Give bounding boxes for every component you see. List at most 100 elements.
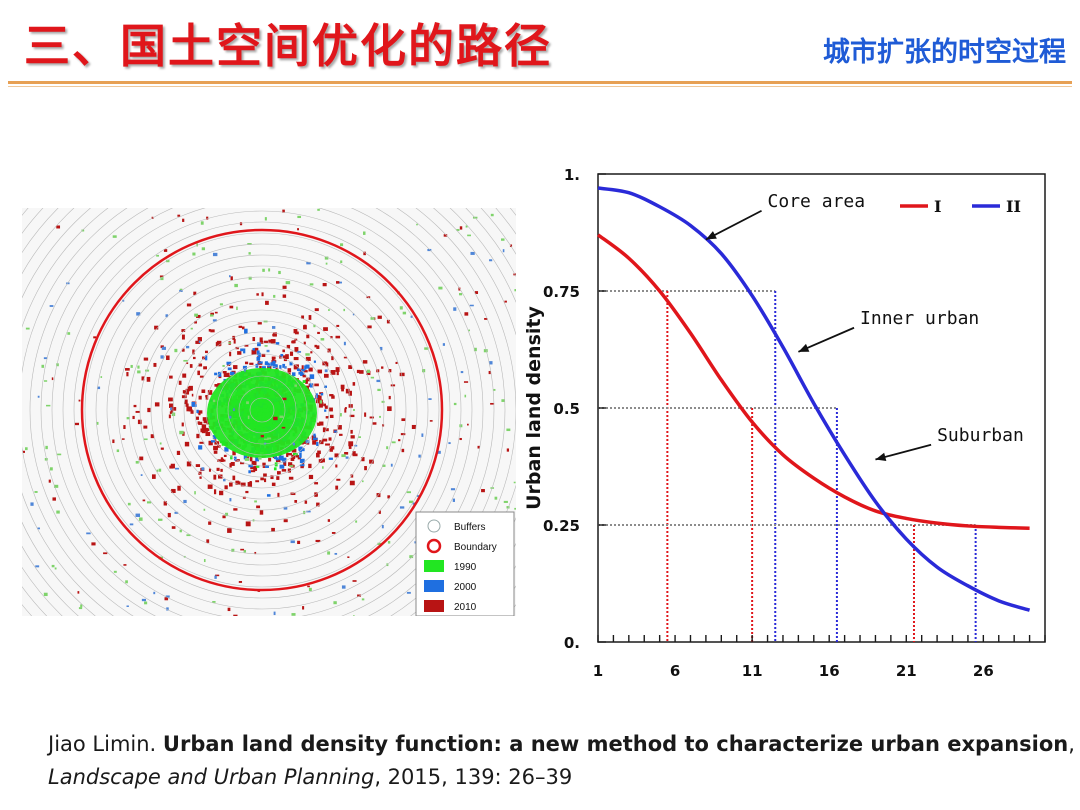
map-outer-patch bbox=[179, 529, 182, 533]
map-outer-patch bbox=[43, 380, 48, 382]
map-patch-1990 bbox=[271, 403, 277, 408]
map-patch-2010 bbox=[322, 438, 328, 442]
map-patch-1990 bbox=[264, 450, 268, 455]
map-patch-2010 bbox=[264, 478, 267, 483]
map-outer-patch bbox=[179, 430, 184, 435]
map-patch-2010 bbox=[171, 488, 176, 493]
map-outer-patch bbox=[254, 500, 257, 503]
map-outer-patch bbox=[190, 327, 193, 330]
map-outer-patch bbox=[279, 415, 284, 419]
map-outer-patch bbox=[78, 399, 81, 402]
map-outer-patch bbox=[458, 287, 461, 291]
map-patch-2000 bbox=[282, 363, 286, 368]
map-patch-2010 bbox=[147, 407, 151, 413]
map-patch-2010 bbox=[182, 373, 187, 378]
map-outer-patch bbox=[459, 226, 463, 230]
map-patch-2010 bbox=[238, 325, 243, 328]
map-outer-patch bbox=[460, 371, 464, 374]
map-patch-2000 bbox=[309, 383, 313, 388]
map-patch-2010 bbox=[223, 373, 229, 378]
map-patch-1990 bbox=[248, 419, 253, 422]
map-patch-1990 bbox=[271, 426, 276, 430]
map-patch-1990 bbox=[262, 424, 265, 428]
map-outer-patch bbox=[129, 523, 134, 526]
map-patch-2000 bbox=[205, 355, 208, 361]
map-outer-patch bbox=[136, 312, 141, 316]
map-outer-patch bbox=[56, 510, 60, 514]
map-patch-2010 bbox=[288, 476, 294, 480]
map-patch-2010 bbox=[329, 447, 333, 452]
map-outer-patch bbox=[282, 397, 287, 401]
map-patch-2010 bbox=[352, 382, 356, 386]
map-patch-2010 bbox=[184, 390, 190, 395]
map-patch-1990 bbox=[287, 402, 293, 407]
map-patch-2000 bbox=[279, 365, 282, 369]
map-patch-2010 bbox=[337, 425, 342, 430]
map-outer-patch bbox=[362, 480, 364, 483]
map-patch-2010 bbox=[336, 324, 340, 327]
map-patch-2010 bbox=[344, 408, 347, 413]
map-legend: Buffers Boundary 1990 2000 2010 bbox=[415, 511, 515, 616]
map-outer-patch bbox=[56, 225, 61, 229]
map-outer-patch bbox=[361, 598, 365, 601]
map-patch-2010 bbox=[208, 440, 213, 446]
map-patch-2010 bbox=[250, 466, 256, 470]
map-patch-2010 bbox=[348, 441, 354, 447]
map-patch-2010 bbox=[315, 399, 320, 404]
map-outer-patch bbox=[305, 439, 310, 443]
map-outer-patch bbox=[297, 350, 302, 353]
chart-y-tick-label: 1. bbox=[564, 166, 580, 184]
chart-annotation-label: Inner urban bbox=[860, 308, 979, 329]
map-buffer-ring bbox=[216, 364, 308, 456]
map-patch-2010 bbox=[314, 344, 317, 348]
map-outer-patch bbox=[44, 458, 48, 461]
map-patch-2000 bbox=[312, 437, 318, 440]
map-patch-2010 bbox=[216, 467, 220, 471]
map-outer-patch bbox=[192, 252, 196, 256]
map-patch-2010 bbox=[293, 357, 299, 361]
map-patch-2010 bbox=[220, 457, 224, 462]
map-patch-1990 bbox=[239, 407, 242, 410]
map-outer-patch bbox=[247, 243, 252, 245]
map-patch-1990 bbox=[257, 417, 262, 422]
map-outer-patch bbox=[489, 361, 493, 365]
map-patch-2000 bbox=[218, 371, 222, 377]
map-patch-1990 bbox=[311, 418, 316, 422]
map-outer-patch bbox=[490, 213, 494, 217]
map-outer-patch bbox=[93, 336, 97, 339]
map-buffer-ring bbox=[227, 375, 297, 445]
map-outer-patch bbox=[121, 438, 125, 440]
map-patch-1990 bbox=[225, 403, 229, 407]
map-outer-patch bbox=[186, 534, 191, 537]
map-patch-1990 bbox=[291, 380, 296, 383]
map-patch-2010 bbox=[319, 421, 324, 426]
map-outer-patch bbox=[481, 489, 485, 493]
map-outer-patch bbox=[331, 532, 336, 534]
map-patch-2010 bbox=[220, 468, 223, 472]
map-patch-1990 bbox=[255, 426, 259, 431]
map-patch-2010 bbox=[377, 315, 382, 319]
map-patch-1990 bbox=[230, 455, 233, 460]
map-buffer-ring bbox=[150, 298, 374, 522]
map-patch-2010 bbox=[195, 340, 201, 344]
map-outer-patch bbox=[506, 448, 510, 452]
map-patch-2010 bbox=[210, 329, 215, 333]
map-outer-patch bbox=[160, 276, 164, 281]
map-patch-2010 bbox=[143, 357, 149, 361]
map-buffer-rings bbox=[22, 208, 516, 616]
map-patch-2010 bbox=[154, 402, 160, 407]
map-patch-1990 bbox=[269, 387, 274, 393]
map-patch-2000 bbox=[227, 367, 232, 371]
map-outer-patch bbox=[233, 614, 238, 616]
map-patch-1990 bbox=[259, 402, 263, 406]
map-patch-2010 bbox=[240, 462, 245, 465]
map-outer-patch bbox=[504, 300, 507, 303]
map-outer-patch bbox=[376, 379, 381, 383]
map-patch-1990 bbox=[242, 401, 246, 406]
map-patch-1990 bbox=[243, 377, 248, 380]
map-patch-2010 bbox=[339, 433, 343, 436]
map-patch-2010 bbox=[321, 458, 325, 463]
map-patch-1990 bbox=[285, 425, 289, 428]
map-patch-1990 bbox=[257, 412, 262, 416]
map-patch-2010 bbox=[259, 337, 263, 343]
